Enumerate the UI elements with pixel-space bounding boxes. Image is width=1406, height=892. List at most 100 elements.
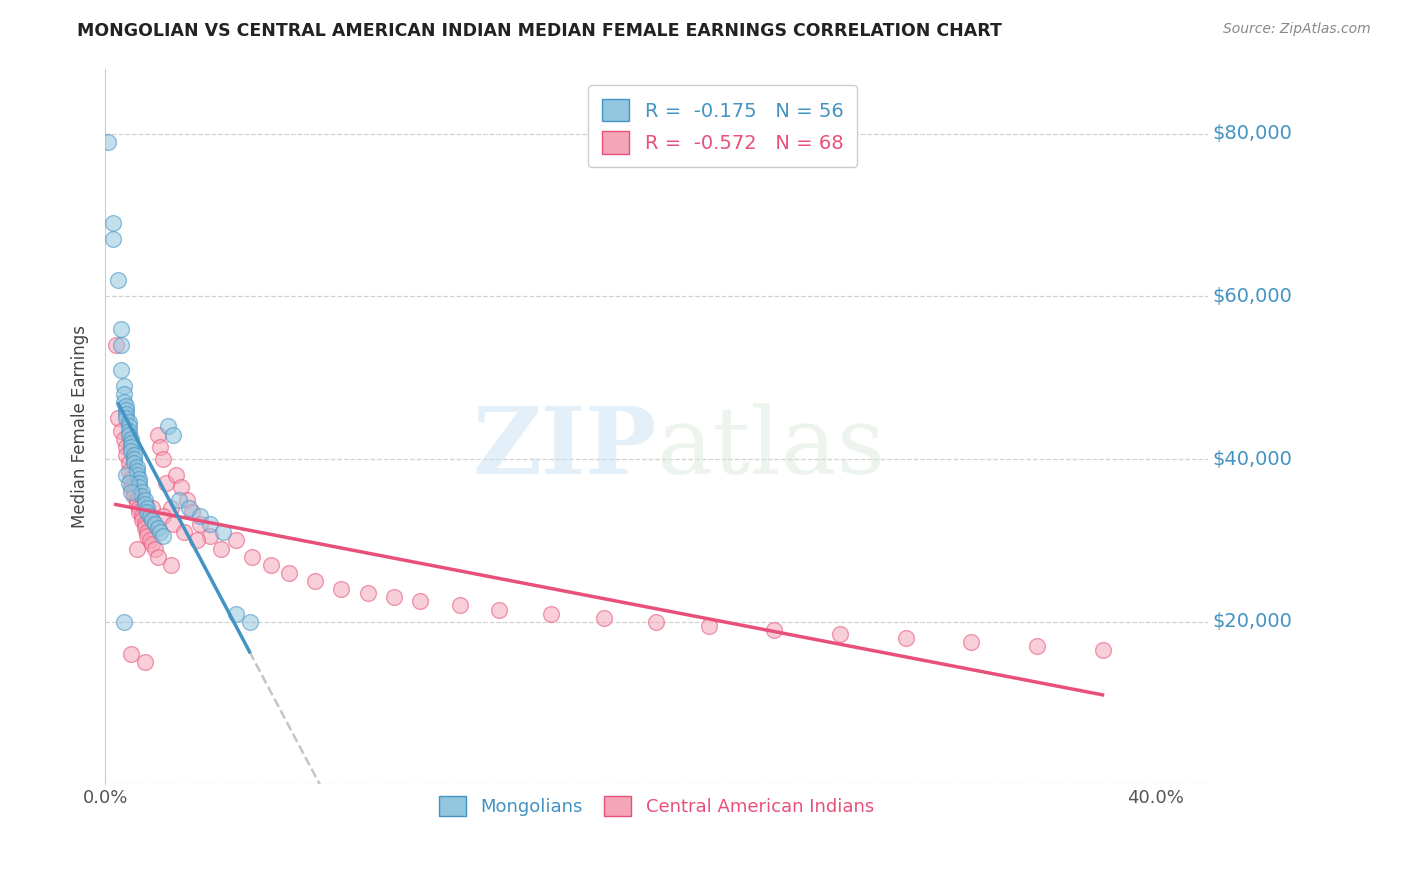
- Point: [225, 533, 247, 548]
- Point: [112, 387, 135, 401]
- Point: [115, 407, 138, 421]
- Point: [149, 525, 172, 540]
- Point: [828, 627, 851, 641]
- Point: [112, 432, 135, 446]
- Point: [134, 492, 156, 507]
- Point: [134, 497, 156, 511]
- Point: [212, 525, 235, 540]
- Point: [120, 443, 142, 458]
- Point: [188, 508, 211, 523]
- Point: [188, 517, 211, 532]
- Text: Source: ZipAtlas.com: Source: ZipAtlas.com: [1223, 22, 1371, 37]
- Point: [120, 472, 142, 486]
- Point: [134, 517, 156, 532]
- Point: [112, 379, 135, 393]
- Point: [540, 607, 562, 621]
- Point: [139, 508, 162, 523]
- Point: [170, 481, 193, 495]
- Point: [120, 432, 142, 446]
- Text: $40,000: $40,000: [1213, 450, 1292, 468]
- Point: [136, 505, 159, 519]
- Point: [136, 529, 159, 543]
- Text: $20,000: $20,000: [1213, 612, 1292, 632]
- Point: [118, 416, 141, 430]
- Point: [141, 500, 163, 515]
- Y-axis label: Median Female Earnings: Median Female Earnings: [72, 325, 89, 528]
- Text: atlas: atlas: [657, 403, 886, 493]
- Text: $80,000: $80,000: [1213, 124, 1292, 143]
- Point: [115, 399, 138, 413]
- Point: [118, 419, 141, 434]
- Point: [449, 599, 471, 613]
- Point: [118, 464, 141, 478]
- Point: [122, 448, 145, 462]
- Point: [176, 492, 198, 507]
- Point: [180, 505, 202, 519]
- Point: [259, 558, 281, 572]
- Point: [162, 517, 184, 532]
- Point: [179, 500, 201, 515]
- Point: [107, 273, 129, 287]
- Point: [110, 424, 132, 438]
- Point: [120, 435, 142, 450]
- Point: [143, 517, 166, 532]
- Point: [1025, 639, 1047, 653]
- Point: [115, 468, 138, 483]
- Point: [97, 135, 120, 149]
- Legend: Mongolians, Central American Indians: Mongolians, Central American Indians: [430, 787, 883, 825]
- Point: [1091, 643, 1114, 657]
- Point: [125, 468, 148, 483]
- Point: [159, 558, 181, 572]
- Point: [146, 427, 169, 442]
- Point: [128, 472, 150, 486]
- Point: [382, 591, 405, 605]
- Point: [149, 440, 172, 454]
- Point: [763, 623, 786, 637]
- Point: [141, 513, 163, 527]
- Point: [115, 440, 138, 454]
- Point: [157, 419, 180, 434]
- Point: [165, 468, 187, 483]
- Point: [125, 492, 148, 507]
- Point: [128, 500, 150, 515]
- Point: [110, 322, 132, 336]
- Point: [118, 424, 141, 438]
- Point: [238, 615, 260, 629]
- Text: ZIP: ZIP: [472, 403, 657, 493]
- Text: $60,000: $60,000: [1213, 287, 1292, 306]
- Point: [143, 541, 166, 556]
- Point: [209, 541, 232, 556]
- Point: [131, 484, 153, 499]
- Point: [159, 500, 181, 515]
- Point: [112, 395, 135, 409]
- Point: [112, 615, 135, 629]
- Point: [125, 464, 148, 478]
- Point: [101, 216, 124, 230]
- Point: [697, 619, 720, 633]
- Point: [120, 481, 142, 495]
- Point: [131, 508, 153, 523]
- Point: [136, 525, 159, 540]
- Point: [173, 525, 195, 540]
- Point: [136, 500, 159, 515]
- Point: [128, 505, 150, 519]
- Point: [134, 656, 156, 670]
- Point: [120, 484, 142, 499]
- Point: [122, 484, 145, 499]
- Point: [115, 448, 138, 462]
- Point: [134, 521, 156, 535]
- Point: [120, 440, 142, 454]
- Point: [125, 541, 148, 556]
- Point: [115, 411, 138, 425]
- Point: [128, 476, 150, 491]
- Text: MONGOLIAN VS CENTRAL AMERICAN INDIAN MEDIAN FEMALE EARNINGS CORRELATION CHART: MONGOLIAN VS CENTRAL AMERICAN INDIAN MED…: [77, 22, 1002, 40]
- Point: [101, 232, 124, 246]
- Point: [131, 513, 153, 527]
- Point: [122, 489, 145, 503]
- Point: [122, 456, 145, 470]
- Point: [118, 427, 141, 442]
- Point: [115, 403, 138, 417]
- Point: [139, 533, 162, 548]
- Point: [152, 508, 174, 523]
- Point: [409, 594, 432, 608]
